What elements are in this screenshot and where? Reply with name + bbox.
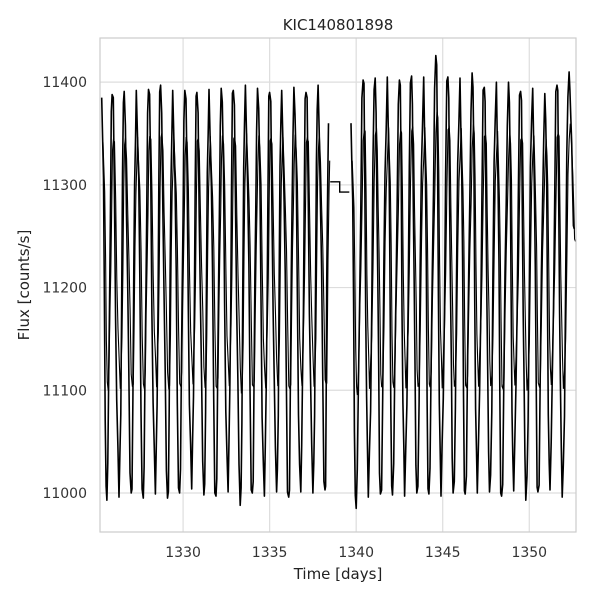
y-tick-label: 11400 [42,75,87,91]
flux-series-after-gap [350,54,576,510]
y-tick-label: 11100 [42,383,87,399]
y-axis-label: Flux [counts/s] [15,230,33,341]
x-tick-label: 1350 [511,545,547,561]
gap-step-line [330,181,350,193]
x-tick-label: 1335 [252,545,288,561]
x-tick-label: 1330 [165,545,201,561]
y-axis-ticks: 11000 11100 11200 11300 11400 [42,75,87,502]
chart-title: KIC140801898 [283,16,394,34]
x-tick-label: 1340 [338,545,374,561]
x-axis-label: Time [days] [293,565,383,583]
flux-series-inner-after-gap [351,111,577,396]
y-tick-label: 11000 [42,486,87,502]
x-axis-ticks: 1330 1335 1340 1345 1350 [165,545,547,561]
flux-series-inner-before-gap [102,133,331,394]
x-tick-label: 1345 [425,545,461,561]
y-tick-label: 11300 [42,178,87,194]
y-tick-label: 11200 [42,281,87,297]
plot-frame [99,37,577,533]
plot-area [100,54,577,510]
